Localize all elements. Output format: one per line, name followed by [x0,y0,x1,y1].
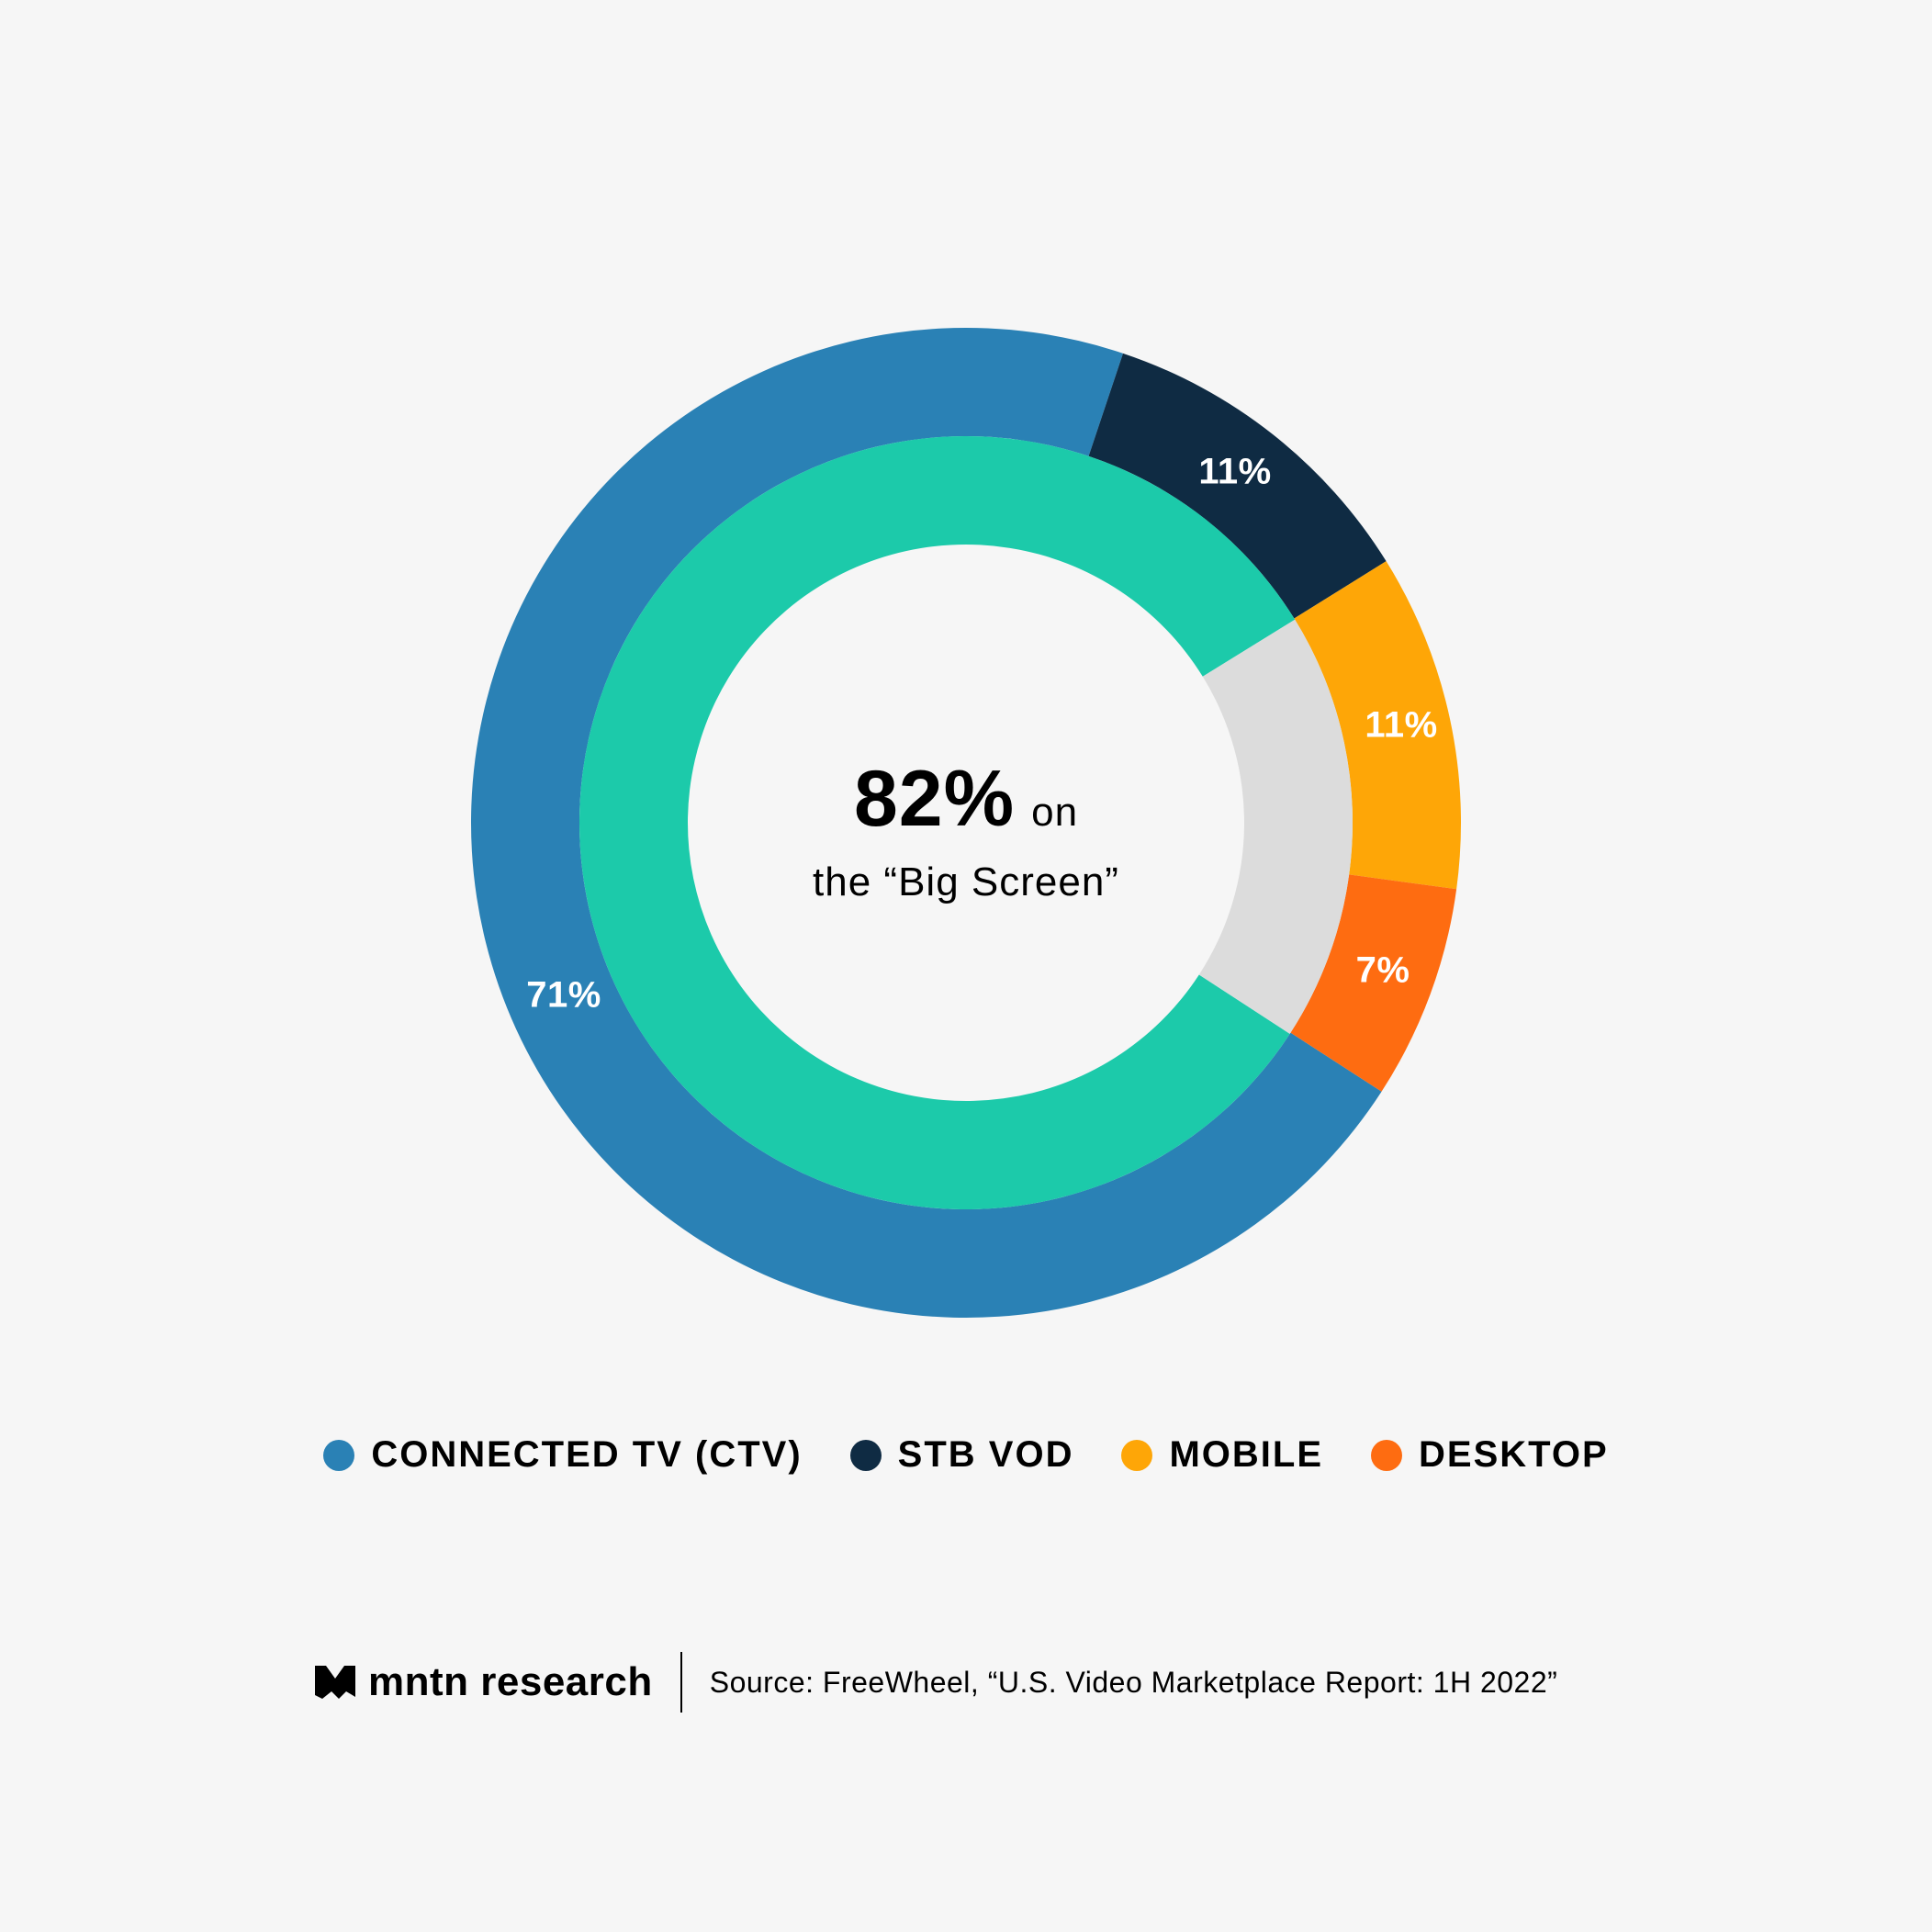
mntn-logo-icon [315,1666,355,1699]
slice-stb-vod [1088,353,1387,619]
slice-label-mobile: 11% [1365,704,1438,746]
slice-mobile [1294,561,1461,890]
inner-slice-other [1198,619,1353,1034]
slice-desktop [1290,874,1457,1092]
brand-name: mntn research [368,1659,653,1704]
legend-swatch-desktop [1371,1439,1403,1471]
legend-label: MOBILE [1169,1434,1324,1475]
legend-swatch-stb-vod [849,1439,882,1471]
legend-label: DESKTOP [1419,1434,1609,1475]
legend-label: CONNECTED TV (CTV) [371,1434,803,1475]
center-suffix: on [1031,790,1079,835]
legend-item-stb-vod: STB VOD [849,1434,1074,1476]
slice-label-ctv: 71% [526,974,601,1016]
source-citation: Source: FreeWheel, “U.S. Video Marketpla… [709,1665,1558,1699]
legend-item-desktop: DESKTOP [1371,1434,1609,1476]
footer: mntn research Source: FreeWheel, “U.S. V… [315,1652,1558,1713]
legend-item-mobile: MOBILE [1121,1434,1323,1476]
slice-label-stb-vod: 11% [1198,451,1272,492]
center-percentage: 82% [853,755,1016,843]
legend-swatch-ctv [323,1439,355,1471]
brand: mntn research [315,1659,653,1705]
slice-label-desktop: 7% [1355,949,1410,991]
center-subtitle: the “Big Screen” [813,859,1119,904]
legend-item-ctv: CONNECTED TV (CTV) [323,1434,802,1476]
legend-label: STB VOD [897,1434,1074,1475]
footer-divider [680,1652,682,1713]
chart-legend: CONNECTED TV (CTV) STB VOD MOBILE DESKTO… [0,1434,1932,1476]
center-summary: 82% on the “Big Screen” [691,753,1241,908]
legend-swatch-mobile [1121,1439,1153,1471]
inner-slice-big-screen [579,436,1296,1209]
